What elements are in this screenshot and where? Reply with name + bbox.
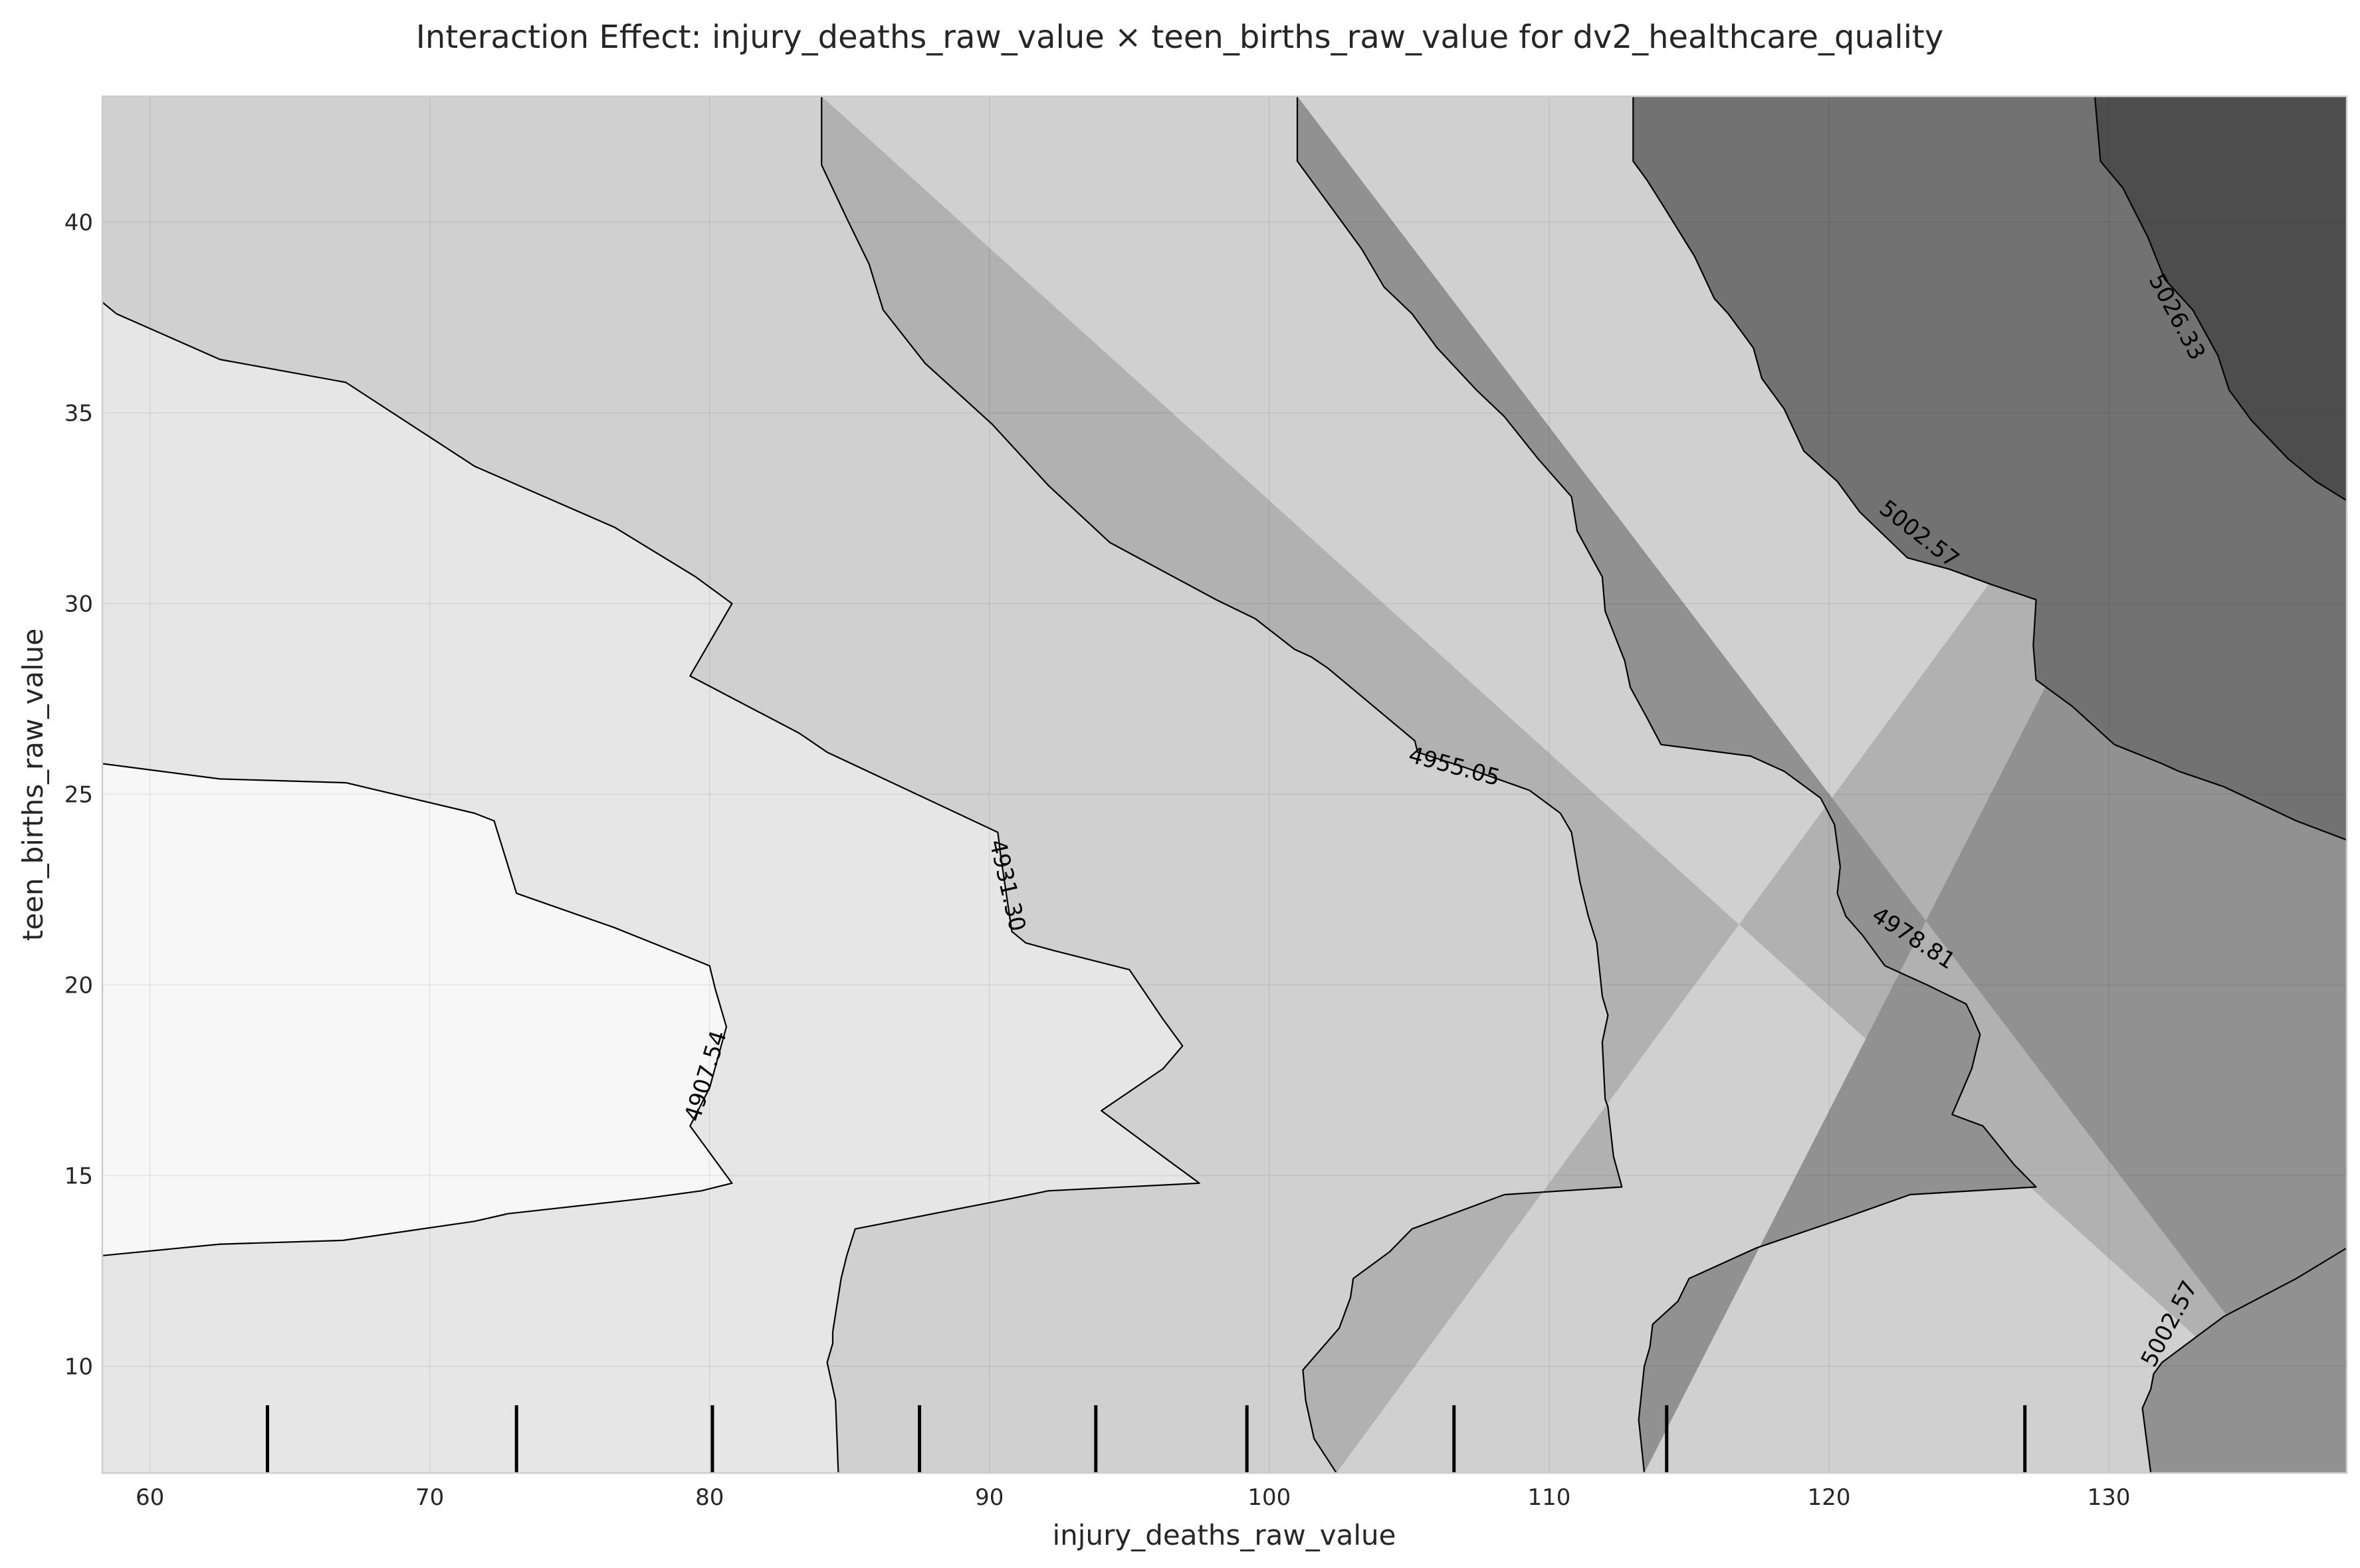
x-tick-label: 120 [1808,1484,1851,1511]
y-tick-label: 30 [64,591,93,617]
contour-band [2095,96,2347,501]
contour-line [2141,1247,2347,1473]
x-tick-label: 60 [136,1484,164,1511]
x-tick-label: 80 [695,1484,724,1511]
y-axis-label: teen_births_raw_value [17,629,49,941]
x-tick-label: 90 [975,1484,1004,1511]
x-axis-ticks: 60 70 80 90 100 110 120 130 [136,1484,2131,1511]
contour-line [102,763,733,1256]
grid-lines [102,96,2347,1473]
x-axis-label: injury_deaths_raw_value [1053,1519,1396,1551]
y-tick-label: 35 [64,400,93,427]
contour-lines [102,96,2347,1473]
plot-frame [101,95,2348,1474]
contour-band [1297,96,2347,1473]
contour-fills [102,96,2347,1473]
contour-band [2142,1248,2347,1473]
y-tick-label: 40 [64,209,93,236]
x-tick-label: 100 [1247,1484,1291,1511]
x-tick-label: 70 [415,1484,444,1511]
y-tick-label: 10 [64,1353,93,1380]
y-tick-label: 25 [64,781,93,808]
x-tick-label: 130 [2088,1484,2131,1511]
contour-line [2093,96,2347,502]
contour-line [1296,96,2037,1473]
chart-title: Interaction Effect: injury_deaths_raw_va… [416,19,1944,56]
plot-area: 4907.544931.304955.054978.815002.575026.… [102,96,2347,1473]
contour-band [102,96,2347,1473]
y-tick-label: 20 [64,972,93,999]
x-tick-label: 110 [1527,1484,1570,1511]
y-tick-label: 15 [64,1163,93,1189]
contour-line [102,302,1200,1473]
rug-marks [265,1405,2027,1473]
y-axis-ticks: 10 15 20 25 30 35 40 [64,209,93,1380]
contour-line [821,96,1623,1473]
contour-line [1632,96,2347,841]
